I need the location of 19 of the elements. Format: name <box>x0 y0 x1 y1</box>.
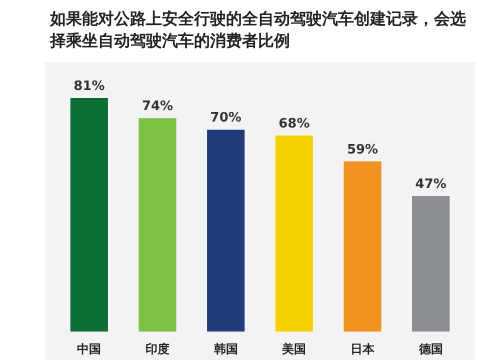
data-label: 70% <box>210 110 242 126</box>
x-tick-label: 德国 <box>418 342 443 356</box>
x-tick-label: 中国 <box>77 342 102 356</box>
data-label: 59% <box>346 142 378 158</box>
data-label: 81% <box>74 78 105 94</box>
x-tick-label: 日本 <box>350 342 376 356</box>
bar <box>207 130 245 332</box>
x-tick-label: 韩国 <box>212 342 238 356</box>
bar <box>412 196 450 332</box>
chart-title: 如果能对公路上安全行驶的全自动驾驶汽车创建记录，会选择乘坐自动驾驶汽车的消费者比例 <box>50 8 467 52</box>
data-label: 68% <box>278 116 310 132</box>
data-label: 74% <box>142 99 174 114</box>
bar <box>138 118 176 332</box>
data-label: 47% <box>415 176 446 192</box>
bar <box>70 98 108 332</box>
x-tick-label: 美国 <box>281 342 306 356</box>
bar <box>344 161 382 332</box>
bar <box>275 135 313 332</box>
x-tick-label: 印度 <box>146 342 170 356</box>
